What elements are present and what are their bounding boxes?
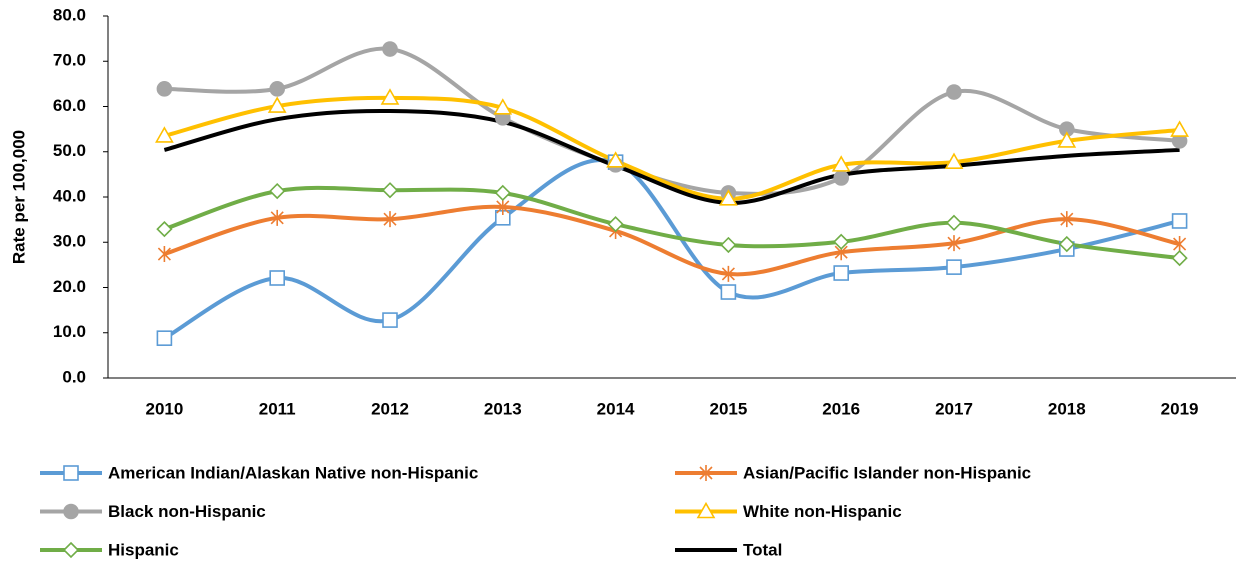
marker bbox=[831, 155, 851, 172]
legend-marker bbox=[63, 503, 79, 520]
marker bbox=[833, 265, 850, 281]
marker bbox=[496, 198, 510, 215]
legend-marker bbox=[63, 465, 79, 481]
marker bbox=[947, 235, 961, 252]
marker bbox=[606, 151, 625, 168]
x-tick-label: 2012 bbox=[371, 399, 409, 418]
y-tick-label: 70.0 bbox=[53, 51, 86, 70]
y-tick-label: 50.0 bbox=[53, 141, 86, 160]
x-tick-label: 2017 bbox=[935, 399, 973, 418]
x-tick-label: 2010 bbox=[145, 399, 183, 418]
marker bbox=[833, 170, 850, 186]
y-tick-label: 10.0 bbox=[53, 322, 86, 341]
marker bbox=[1060, 211, 1074, 228]
marker bbox=[946, 84, 962, 100]
marker bbox=[267, 96, 287, 113]
x-tick-label: 2013 bbox=[484, 399, 522, 418]
marker bbox=[382, 41, 398, 57]
marker bbox=[1173, 236, 1187, 253]
x-tick-label: 2016 bbox=[822, 399, 860, 418]
marker bbox=[383, 211, 397, 228]
marker bbox=[720, 284, 737, 300]
legend-marker bbox=[62, 541, 80, 559]
marker bbox=[156, 330, 173, 346]
y-tick-label: 60.0 bbox=[53, 96, 86, 115]
marker bbox=[1057, 131, 1077, 148]
legend-label: Total bbox=[743, 540, 782, 559]
marker bbox=[270, 209, 284, 226]
marker bbox=[381, 182, 399, 199]
series-line bbox=[164, 46, 1180, 196]
marker bbox=[157, 246, 171, 263]
legend-label: Black non-Hispanic bbox=[108, 502, 266, 521]
marker bbox=[607, 216, 624, 233]
series-line bbox=[163, 108, 1180, 205]
marker bbox=[156, 220, 173, 238]
y-axis-label: Rate per 100,000 bbox=[9, 130, 28, 264]
x-tick-label: 2014 bbox=[597, 399, 635, 418]
series-line bbox=[163, 185, 1180, 261]
y-tick-label: 20.0 bbox=[53, 277, 86, 296]
y-tick-label: 30.0 bbox=[53, 232, 86, 251]
legend-marker bbox=[696, 501, 716, 519]
x-tick-label: 2015 bbox=[709, 399, 747, 418]
x-tick-label: 2019 bbox=[1161, 399, 1199, 418]
series-line bbox=[163, 204, 1181, 277]
marker bbox=[946, 259, 962, 275]
y-tick-label: 0.0 bbox=[62, 367, 86, 386]
legend-label: Asian/Pacific Islander non-Hispanic bbox=[743, 463, 1031, 482]
marker bbox=[155, 126, 174, 143]
marker bbox=[833, 233, 850, 250]
marker bbox=[494, 184, 511, 202]
legend-marker bbox=[699, 465, 713, 481]
legend-label: White non-Hispanic bbox=[743, 502, 902, 521]
marker bbox=[944, 152, 964, 169]
legend-label: American Indian/Alaskan Native non-Hispa… bbox=[108, 463, 478, 482]
marker bbox=[1171, 249, 1188, 267]
marker bbox=[269, 182, 286, 200]
marker bbox=[719, 189, 738, 206]
marker bbox=[380, 88, 400, 105]
series-line bbox=[163, 158, 1181, 340]
marker bbox=[382, 312, 398, 328]
y-tick-label: 40.0 bbox=[53, 186, 86, 205]
series-line bbox=[163, 95, 1180, 201]
x-tick-label: 2011 bbox=[259, 399, 296, 418]
marker bbox=[1170, 120, 1189, 137]
marker bbox=[1171, 213, 1188, 229]
marker bbox=[493, 98, 513, 115]
legend-label: Hispanic bbox=[108, 540, 179, 559]
marker bbox=[269, 81, 286, 97]
marker bbox=[269, 270, 286, 286]
marker bbox=[721, 265, 735, 282]
x-tick-label: 2018 bbox=[1048, 399, 1086, 418]
marker bbox=[720, 236, 737, 254]
marker bbox=[945, 214, 963, 231]
y-tick-label: 80.0 bbox=[53, 5, 86, 24]
marker bbox=[1058, 235, 1075, 253]
marker bbox=[156, 81, 173, 97]
